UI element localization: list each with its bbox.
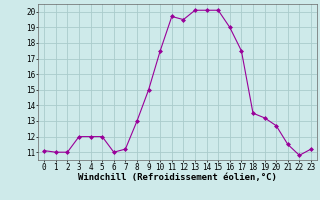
X-axis label: Windchill (Refroidissement éolien,°C): Windchill (Refroidissement éolien,°C) — [78, 173, 277, 182]
